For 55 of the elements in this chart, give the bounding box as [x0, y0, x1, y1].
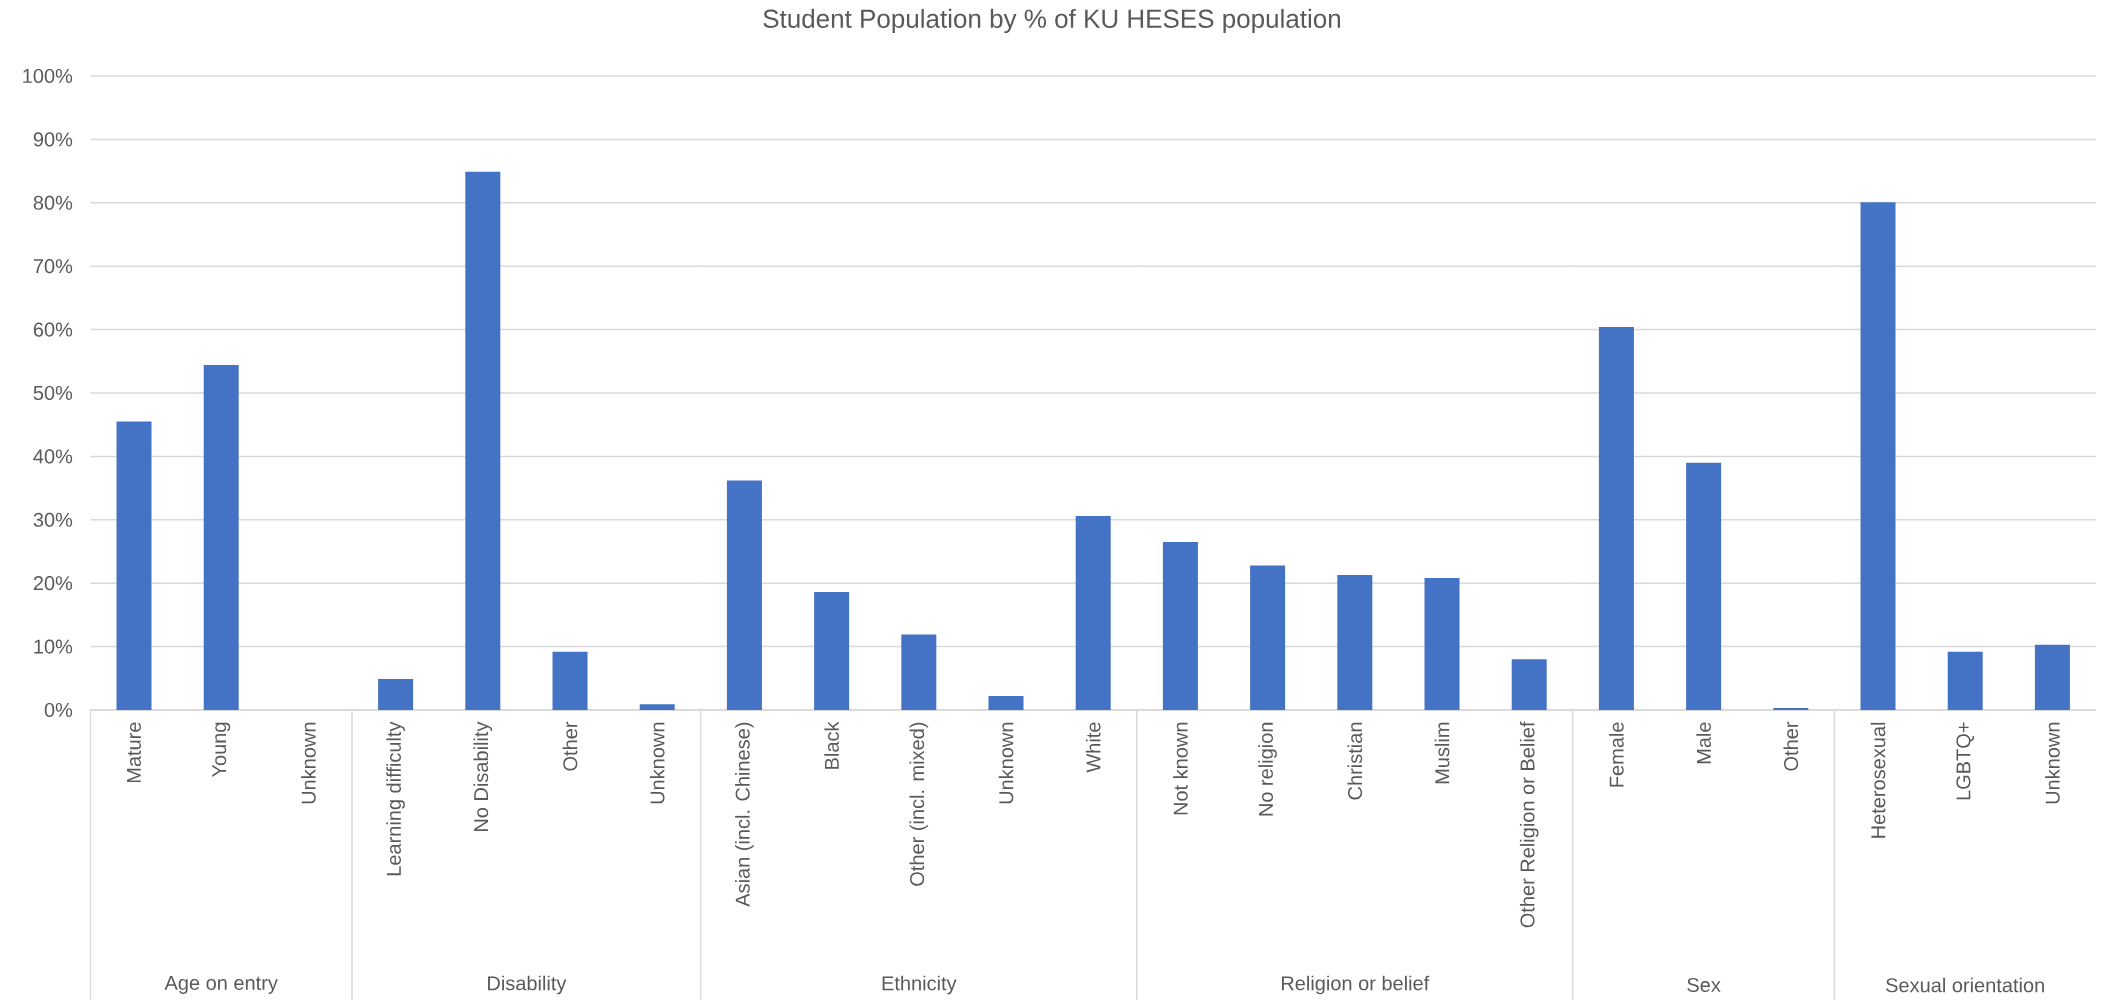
- bar: [378, 678, 414, 710]
- x-tick-label: Female: [1609, 722, 1624, 787]
- x-tick-label: Unknown: [649, 722, 665, 804]
- x-tick-label: Black: [824, 721, 839, 769]
- bar: [552, 651, 588, 710]
- y-tick-label: 80%: [33, 195, 73, 210]
- x-tick-label: Asian (incl. Chinese): [735, 722, 754, 907]
- x-tick-label: Other: [1783, 721, 1799, 771]
- bar: [1162, 541, 1198, 710]
- x-tick-label: Unknown: [2045, 722, 2060, 804]
- bar: [1250, 565, 1286, 710]
- x-tick-label: Male: [1696, 722, 1711, 764]
- x-tick-label: Other Religion or Belief: [1519, 721, 1539, 928]
- x-tick-label: Christian: [1347, 722, 1363, 800]
- x-tick-label: Muslim: [1434, 722, 1450, 784]
- chart-title: Student Population by % of KU HESES population: [763, 8, 1340, 34]
- bar: [465, 171, 501, 710]
- y-tick-label: 100%: [23, 68, 73, 84]
- bar: [1337, 574, 1373, 710]
- bar: [988, 696, 1024, 710]
- bar: [639, 704, 675, 710]
- y-tick-label: 90%: [33, 132, 73, 147]
- x-tick-label: Other (incl. mixed): [909, 722, 929, 886]
- bar: [1511, 659, 1547, 710]
- y-tick-label: 40%: [33, 449, 73, 464]
- bar: [1424, 578, 1460, 710]
- y-tick-label: 10%: [34, 639, 73, 654]
- x-axis-title: Disability: [488, 975, 567, 995]
- x-axis-title: Religion or belief: [1281, 975, 1430, 995]
- x-axis-title: Ethnicity: [882, 975, 957, 995]
- x-axis-title: Sex: [1687, 977, 1721, 993]
- bar: [814, 592, 850, 710]
- x-tick-label: Unknown: [301, 722, 316, 804]
- y-tick-label: 60%: [33, 322, 73, 337]
- y-tick-label: 0%: [44, 702, 73, 718]
- x-tick-label: Young: [212, 722, 231, 778]
- x-tick-label: Other: [562, 721, 578, 771]
- x-tick-label: LGBTQ+: [1956, 722, 1975, 800]
- y-tick-label: 30%: [33, 512, 73, 527]
- x-tick-label: Learning difficulty: [386, 721, 405, 876]
- x-tick-label: Heterosexual: [1870, 722, 1886, 838]
- x-tick-label: Not known: [1173, 722, 1188, 815]
- x-axis-title: Sexual orientation: [1886, 977, 2044, 993]
- y-tick-label: 20%: [33, 576, 73, 591]
- x-tick-label: No religion: [1258, 722, 1277, 816]
- bar: [726, 480, 762, 710]
- y-tick-label: 70%: [33, 259, 73, 274]
- bar: [1075, 515, 1111, 710]
- x-axis-title: Age on entry: [164, 976, 278, 994]
- bar: [901, 634, 937, 710]
- x-tick-label: Mature: [127, 722, 141, 783]
- x-tick-label: White: [1085, 722, 1101, 773]
- y-tick-label: 50%: [33, 385, 73, 401]
- x-tick-label: No Disability: [473, 721, 493, 832]
- x-tick-label: Unknown: [998, 722, 1014, 804]
